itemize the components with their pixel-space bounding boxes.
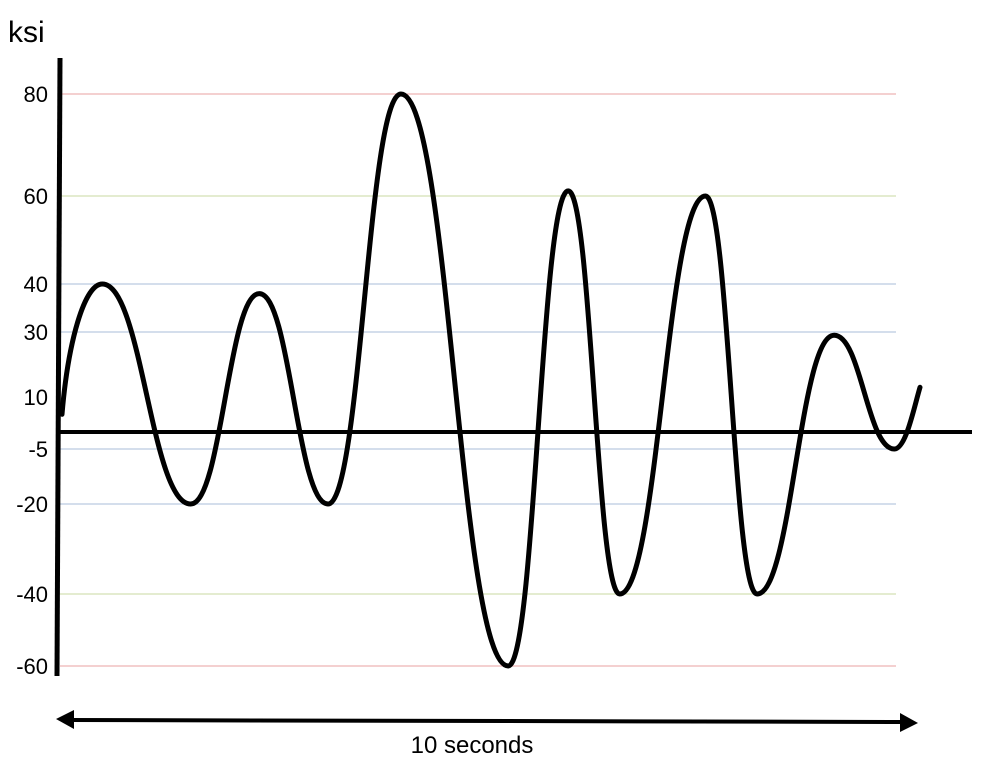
duration-label: 10 seconds [411,732,534,759]
y-axis [54,57,63,677]
y-tick-label: -5 [28,437,48,462]
y-axis-unit-label: ksi [8,16,45,49]
y-tick-label: -20 [16,492,48,517]
y-tick-label: 60 [24,184,48,209]
arrow-right-head-icon [900,713,918,732]
y-tick-label: 80 [24,82,48,107]
y-tick-label: 10 [24,385,48,410]
arrow-left-head-icon [56,710,74,729]
y-tick-label: 40 [24,272,48,297]
y-tick-label: 30 [24,320,48,345]
y-tick-labels: 80 60 40 30 10 -5 -20 -40 -60 [16,82,48,679]
y-tick-label: -60 [16,654,48,679]
duration-arrow [56,710,918,732]
reference-lines [60,93,896,667]
y-tick-label: -40 [16,582,48,607]
stress-series-line [59,91,923,669]
